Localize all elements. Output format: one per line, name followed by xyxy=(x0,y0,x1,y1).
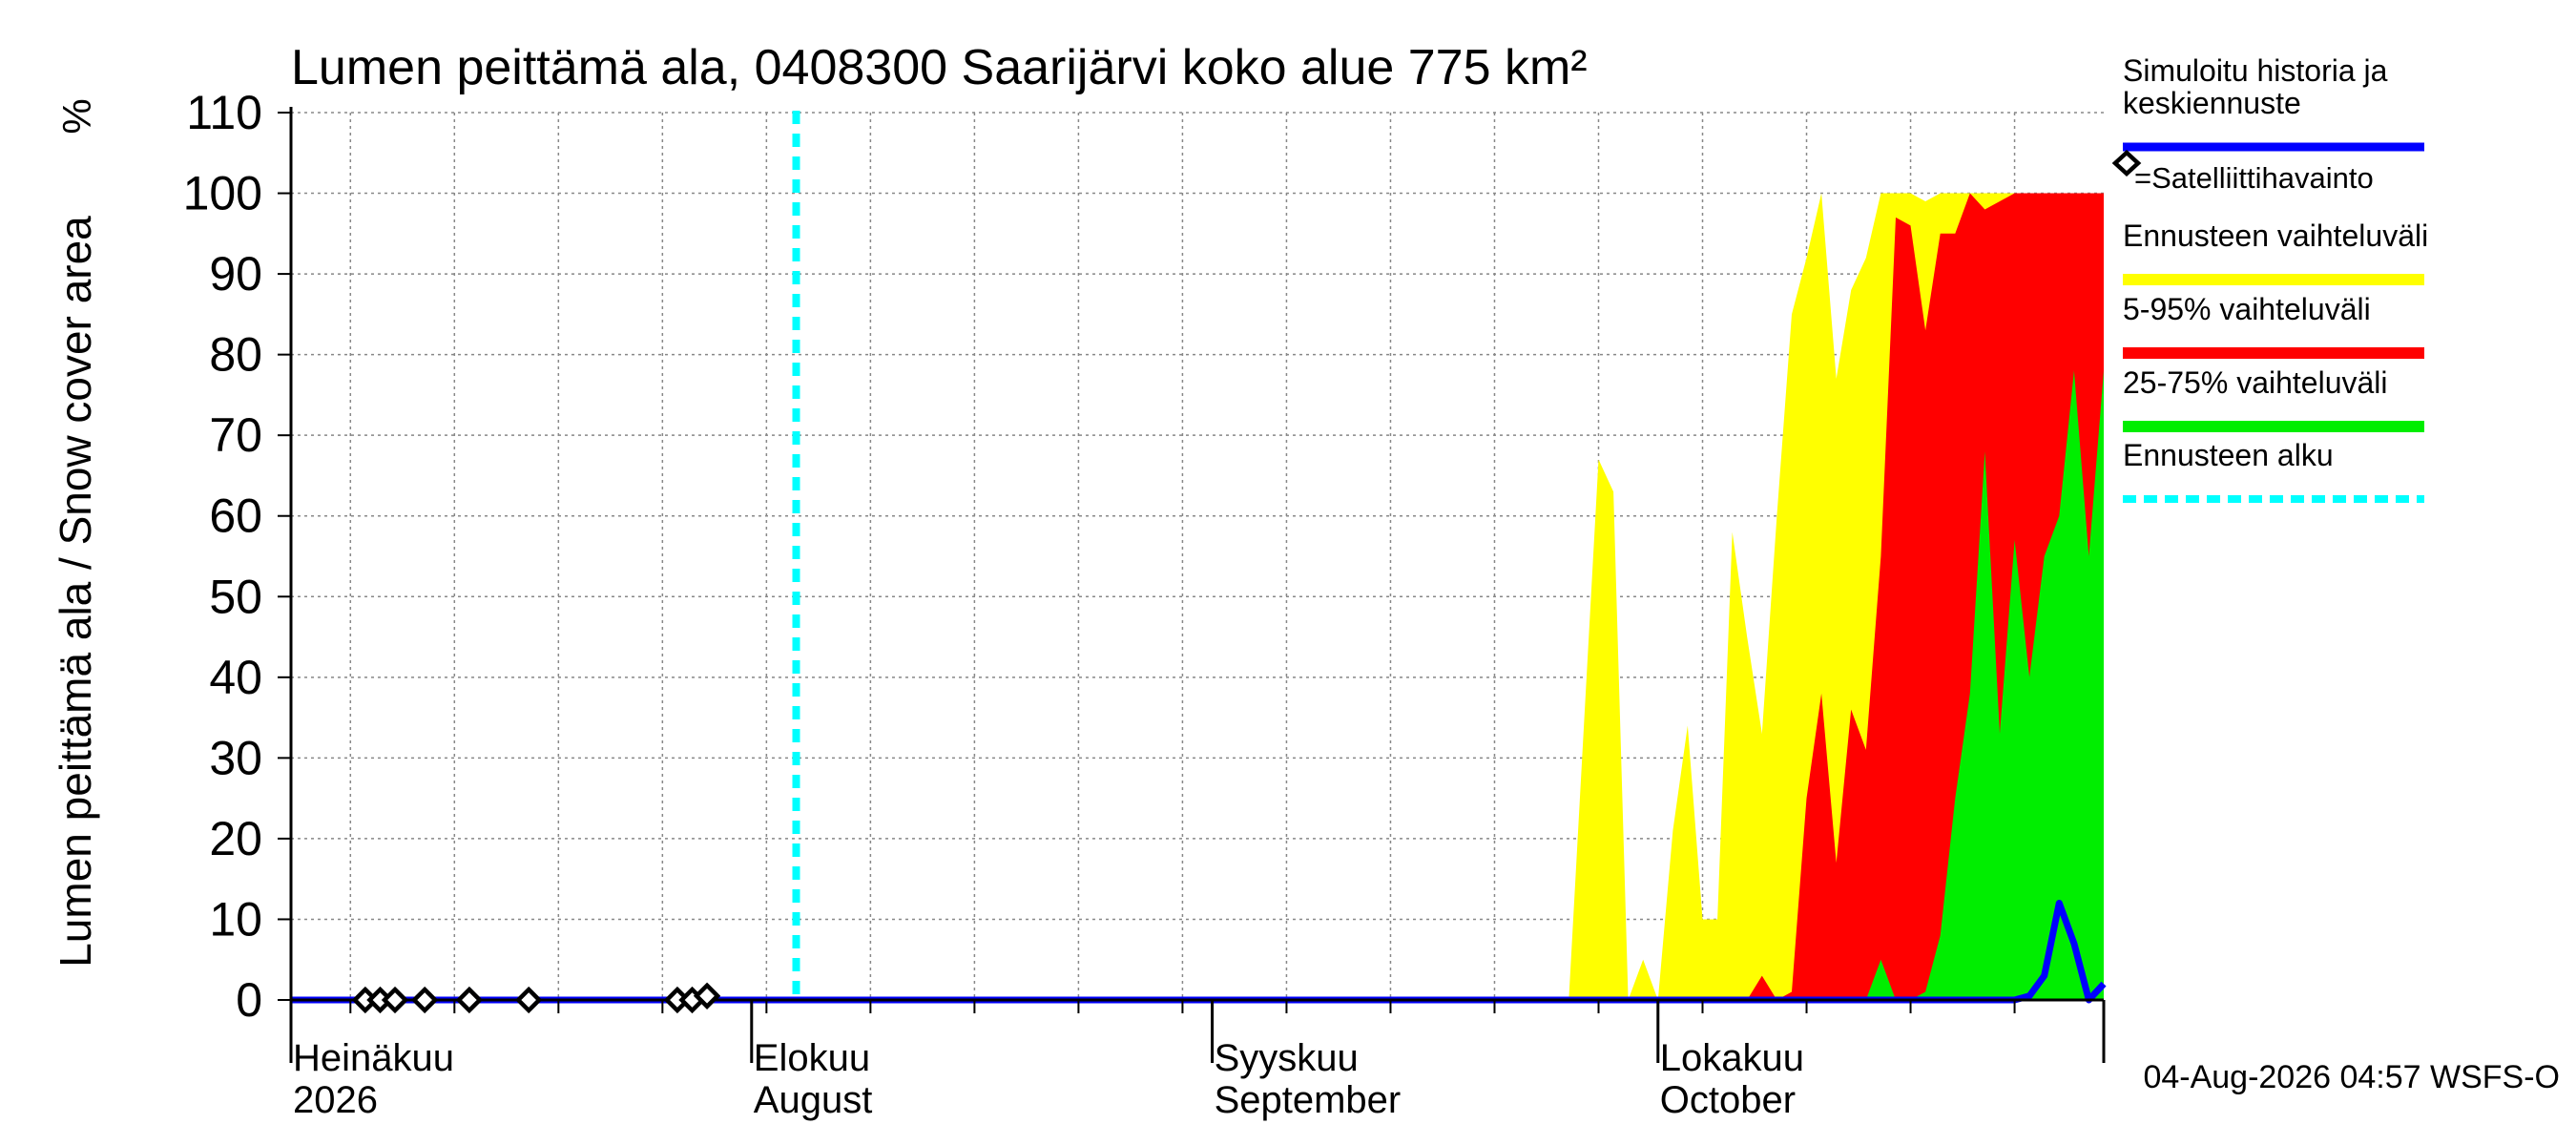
legend-label: Ennusteen vaihteluväli xyxy=(2123,219,2428,253)
area-25-75-vaihteluv-li xyxy=(1865,370,2104,1000)
satellite-observation-marker xyxy=(455,986,484,1014)
legend-label: 5-95% vaihteluväli xyxy=(2123,292,2371,326)
month-label: Elokuu xyxy=(754,1037,870,1079)
y-tick-label: 30 xyxy=(209,731,262,784)
y-tick-label: 80 xyxy=(209,328,262,382)
timestamp: 04-Aug-2026 04:57 WSFS-O xyxy=(2143,1059,2560,1095)
y-tick-label: 70 xyxy=(209,408,262,462)
legend-label: 25-75% vaihteluväli xyxy=(2123,365,2388,400)
y-tick-label: 20 xyxy=(209,812,262,865)
chart-title: Lumen peittämä ala, 0408300 Saarijärvi k… xyxy=(291,40,1588,95)
satellite-markers xyxy=(351,982,721,1014)
y-axis-label: Lumen peittämä ala / Snow cover area xyxy=(51,216,100,968)
legend-label: keskiennuste xyxy=(2123,86,2301,120)
y-tick-label: 60 xyxy=(209,489,262,543)
satellite-observation-marker xyxy=(381,986,409,1014)
month-label: Lokakuu xyxy=(1660,1037,1804,1079)
month-label: Heinäkuu xyxy=(293,1037,454,1079)
y-axis-unit: % xyxy=(54,98,99,134)
legend-label: Ennusteen alku xyxy=(2123,438,2334,472)
month-label: Syyskuu xyxy=(1215,1037,1359,1079)
y-tick-label: 100 xyxy=(183,167,262,220)
satellite-observation-marker xyxy=(410,986,439,1014)
month-sublabel: August xyxy=(754,1079,873,1121)
satellite-observation-marker xyxy=(514,986,543,1014)
legend-label: Simuloitu historia ja xyxy=(2123,53,2388,88)
y-tick-label: 0 xyxy=(236,973,262,1027)
month-sublabel: October xyxy=(1660,1079,1796,1121)
y-tick-label: 40 xyxy=(209,651,262,704)
legend-diamond-icon xyxy=(2111,149,2142,177)
satellite-observation-marker xyxy=(693,982,721,1010)
month-sublabel: September xyxy=(1215,1079,1402,1121)
y-tick-label: 110 xyxy=(186,86,262,139)
legend-label: =Satelliittihavainto xyxy=(2134,161,2374,195)
y-tick-label: 90 xyxy=(209,247,262,301)
series-areas xyxy=(291,111,2107,1004)
month-sublabel: 2026 xyxy=(293,1079,378,1121)
y-tick-label: 10 xyxy=(209,892,262,946)
y-tick-label: 50 xyxy=(209,570,262,623)
